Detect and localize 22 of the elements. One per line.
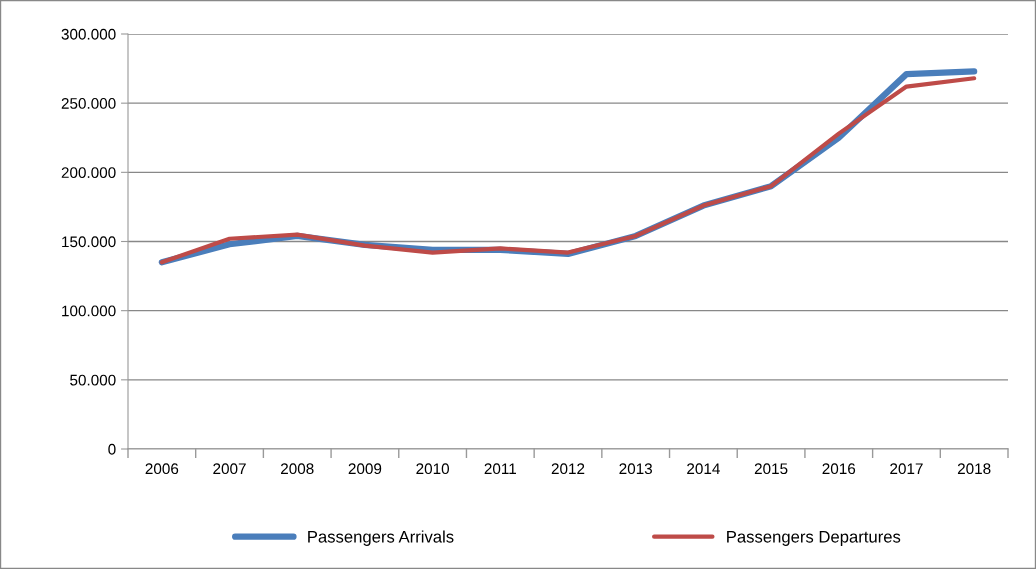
x-tick-label: 2014: [687, 463, 720, 475]
x-tick-label: 2016: [822, 463, 856, 475]
legend-label: Passengers Arrivals: [308, 530, 454, 546]
y-tick-label: 300.000: [61, 28, 116, 40]
x-tick-label: 2007: [213, 463, 246, 475]
x-tick-label: 2013: [619, 463, 653, 475]
y-tick-label: 200.000: [61, 167, 116, 179]
x-tick-label: 2018: [957, 463, 991, 475]
y-tick-label: 150.000: [62, 236, 116, 248]
x-tick-label: 2006: [145, 463, 179, 475]
x-tick-label: 2015: [754, 463, 788, 475]
x-tick-label: 2009: [348, 463, 382, 475]
x-tick-label: 2010: [416, 463, 450, 475]
y-tick-label: 250.000: [61, 98, 116, 109]
y-tick-label: 50.000: [70, 374, 116, 386]
y-tick-label: 100.000: [62, 305, 116, 317]
x-tick-label: 2011: [484, 463, 516, 475]
y-tick-label: 0: [108, 443, 116, 455]
x-tick-label: 2017: [890, 463, 923, 475]
x-tick-label: 2012: [551, 463, 585, 475]
x-tick-label: 2008: [281, 463, 314, 475]
legend-label: Passengers Departures: [727, 531, 901, 546]
